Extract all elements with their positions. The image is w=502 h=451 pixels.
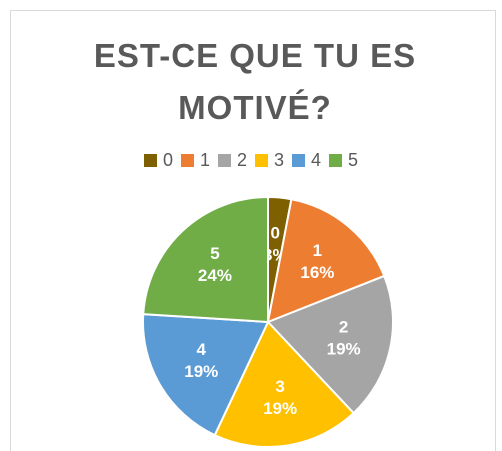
slice-category-label: 2 [339, 317, 348, 336]
slice-category-label: 1 [313, 241, 322, 260]
chart-frame [10, 10, 496, 451]
legend-item: 1 [180, 150, 210, 171]
slice-category-label: 4 [197, 340, 207, 359]
slice-value-label: 19% [263, 399, 297, 418]
pie-slice [213, 320, 355, 448]
pie-slice [142, 313, 270, 437]
legend-swatch [292, 154, 306, 167]
legend-swatch [217, 154, 231, 167]
slice-value-label: 24% [198, 266, 232, 285]
pie-slice [266, 274, 394, 415]
chart-title: EST-CE QUE TU ES MOTIVÉ? [93, 37, 417, 126]
slice-value-label: 19% [184, 362, 218, 381]
legend-label: 4 [311, 150, 322, 170]
legend-label: 2 [236, 150, 247, 170]
legend-item: 0 [143, 150, 173, 171]
slice-category-label: 0 [271, 223, 280, 242]
legend-swatch [180, 154, 194, 167]
legend-item: 2 [217, 150, 247, 171]
slice-value-label: 19% [327, 339, 361, 358]
slice-category-label: 5 [210, 244, 219, 263]
legend-label: 1 [199, 150, 210, 170]
legend-label: 5 [348, 150, 359, 170]
legend-swatch [143, 154, 157, 167]
pie-slice [266, 198, 386, 324]
legend-swatch [329, 154, 343, 167]
legend-label: 3 [274, 150, 285, 170]
pie-slice [142, 195, 269, 324]
legend-item: 5 [329, 150, 358, 171]
legend-swatch [255, 154, 268, 167]
slice-value-label: 16% [300, 263, 334, 282]
legend: 0 1 2 3 4 5 [0, 150, 502, 171]
legend-item: 3 [255, 150, 284, 171]
legend-label: 0 [162, 150, 173, 170]
slice-category-label: 3 [275, 377, 284, 396]
legend-item: 4 [292, 150, 321, 171]
